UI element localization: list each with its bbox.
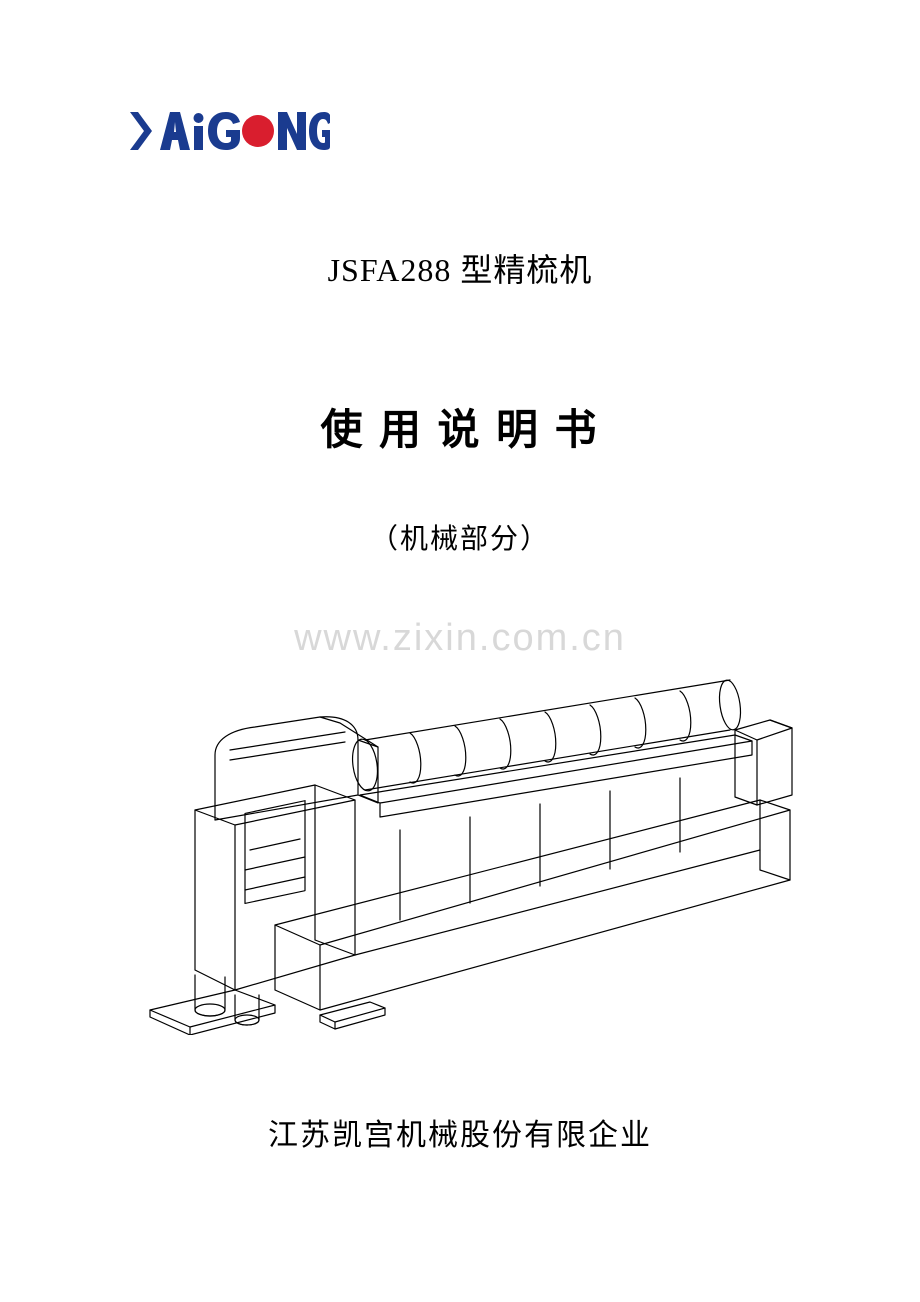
manual-title: 使 用 说 明 书 [70,396,850,457]
company-name: 江苏凯宫机械股份有限企业 [70,1110,850,1154]
kaigong-logo [130,110,330,152]
logo-container [130,110,330,157]
watermark: www.zixin.com.cn [70,617,850,660]
document-page: JSFA288 型精梳机 使 用 说 明 书 （机械部分） www.zixin.… [0,0,920,1302]
machine-illustration [120,655,800,1035]
subtitle: （机械部分） [70,517,850,557]
product-name: JSFA288 型精梳机 [70,245,850,291]
